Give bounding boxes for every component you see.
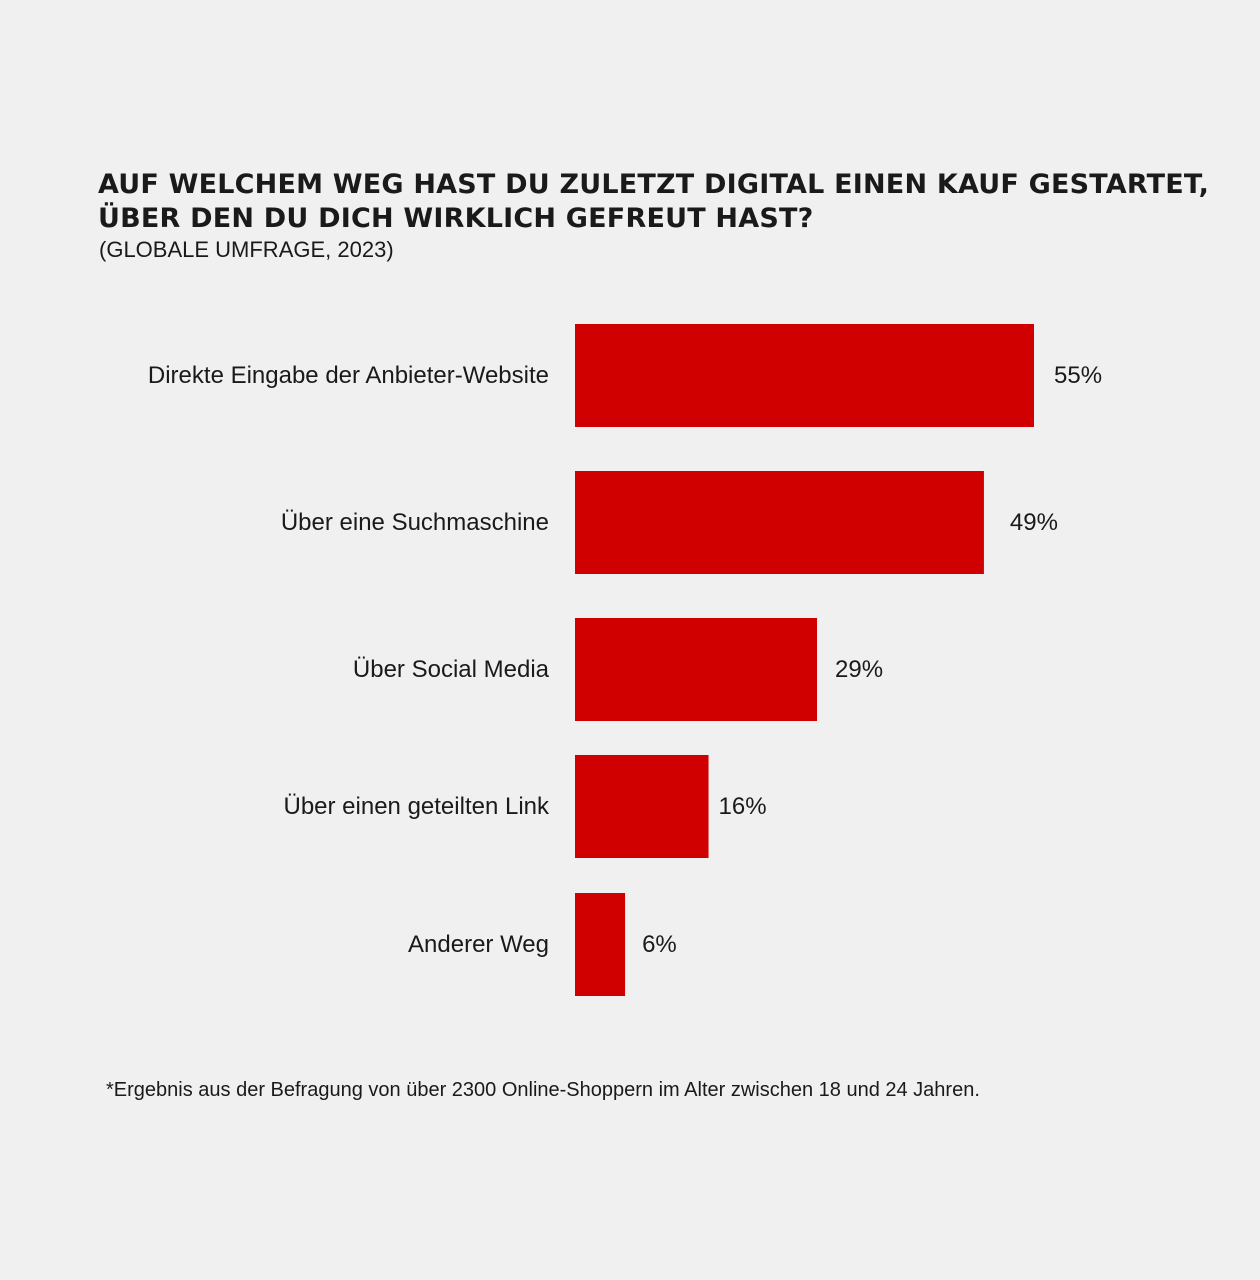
bar-0: [575, 324, 1034, 427]
bar-2: [575, 618, 818, 721]
chart-title-line-2: ÜBER DEN DU DICH WIRKLICH GEFREUT HAST?: [98, 203, 814, 234]
category-label-2: Über Social Media: [353, 656, 550, 683]
value-label-0: 55%: [1054, 362, 1102, 389]
bar-4: [575, 893, 626, 996]
value-label-1: 49%: [1010, 509, 1058, 536]
bar-3: [575, 755, 709, 858]
value-label-4: 6%: [642, 931, 677, 958]
category-label-1: Über eine Suchmaschine: [281, 509, 549, 536]
value-label-2: 29%: [835, 656, 883, 683]
category-label-3: Über einen geteilten Link: [283, 793, 550, 820]
bar-1: [575, 471, 984, 574]
category-label-0: Direkte Eingabe der Anbieter-Website: [148, 362, 549, 389]
chart-title-line-1: AUF WELCHEM WEG HAST DU ZULETZT DIGITAL …: [98, 169, 1210, 200]
chart-title: AUF WELCHEM WEG HAST DU ZULETZT DIGITAL …: [98, 168, 1218, 236]
footnote: *Ergebnis aus der Befragung von über 230…: [106, 1079, 980, 1101]
value-label-3: 16%: [719, 793, 767, 820]
category-label-4: Anderer Weg: [408, 931, 549, 958]
chart-subtitle: (GLOBALE UMFRAGE, 2023): [99, 237, 394, 262]
